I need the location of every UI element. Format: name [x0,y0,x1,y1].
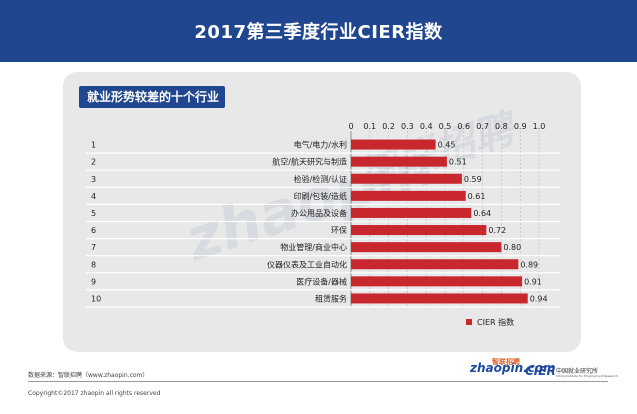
rank-label: 6 [91,226,96,235]
value-label: 0.89 [520,260,538,269]
x-tick-label: 0.8 [495,122,508,131]
value-label: 0.80 [503,243,521,252]
value-label: 0.72 [488,226,506,235]
value-label: 0.59 [464,175,482,184]
rank-label: 7 [91,243,96,252]
cier-logo-en: China Institute for Employment Research [556,374,618,378]
category-label: 办公用品及设备 [291,208,347,218]
bar [351,139,436,150]
cier-logo-cn: 中国就业研究所 [556,368,599,375]
rank-label: 1 [91,141,96,150]
bar [351,225,487,236]
category-label: 环保 [331,225,347,235]
cier-logo: CIER [525,364,556,378]
chart-panel [63,72,581,352]
rank-label: 8 [91,260,96,269]
category-label: 印刷/包装/造纸 [294,191,347,201]
chart-subtitle: 就业形势较差的十个行业 [79,86,225,108]
value-label: 0.94 [530,294,548,303]
footer-divider [28,381,608,382]
bar [351,276,523,287]
rank-label: 2 [91,158,96,167]
legend-swatch [466,319,472,325]
page-title: 2017第三季度行业CIER指数 [194,22,443,43]
category-label: 电气/电力/水利 [294,140,347,150]
category-label: 检验/检测/认证 [294,174,347,184]
rank-label: 4 [91,192,96,201]
page-header: 2017第三季度行业CIER指数 [0,0,637,62]
bar [351,207,472,218]
category-label: 仪器仪表及工业自动化 [267,259,347,269]
bar [351,173,462,184]
rank-label: 10 [91,294,101,303]
value-label: 0.61 [468,192,486,201]
data-source: 数据来源：智联招聘（www.zhaopin.com） [28,372,149,379]
value-label: 0.51 [449,158,467,167]
bar [351,259,519,270]
x-tick-label: 0.3 [401,122,414,131]
rank-label: 3 [91,175,96,184]
category-label: 航空/航天研究与制造 [272,157,347,167]
category-label: 物业管理/商业中心 [280,242,347,252]
x-tick-label: 0 [348,122,353,131]
value-label: 0.64 [473,209,491,218]
rank-label: 9 [91,277,96,286]
x-tick-label: 0.1 [363,122,376,131]
zhaopin-logo-en: zhaopin.com [470,361,556,375]
bar [351,190,466,201]
x-tick-label: 0.9 [514,122,527,131]
value-label: 0.91 [524,277,542,286]
bar [351,242,502,253]
category-label: 租赁服务 [315,293,347,303]
category-label: 医疗设备/器械 [296,276,347,286]
x-tick-label: 1.0 [533,122,546,131]
zhaopin-logo-cn: 智联招聘 [492,358,520,366]
copyright: Copyright©2017 zhaopin all rights reserv… [28,390,161,397]
x-tick-label: 0.7 [476,122,489,131]
bar [351,293,528,304]
zhaopin-logo: zhaopin.com 智联招聘 [470,358,556,375]
x-tick-label: 0.4 [420,122,433,131]
x-tick-label: 0.6 [457,122,470,131]
value-label: 0.45 [438,141,456,150]
bar [351,156,447,167]
x-tick-label: 0.2 [382,122,395,131]
x-tick-label: 0.5 [439,122,452,131]
legend-label: CIER 指数 [477,317,514,327]
rank-label: 5 [91,209,96,218]
